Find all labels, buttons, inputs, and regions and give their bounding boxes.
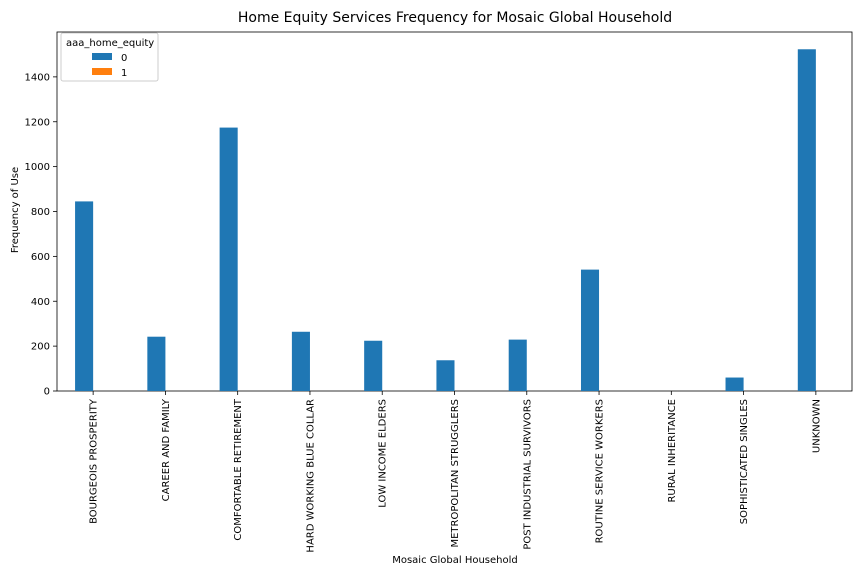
bar-series-0-5 <box>436 360 455 391</box>
bar-series-0-3 <box>291 331 310 391</box>
bars-group <box>75 49 816 392</box>
legend: aaa_home_equity 0 1 <box>60 32 159 82</box>
y-tick-label: 800 <box>31 207 50 218</box>
x-tick-label: METROPOLITAN STRUGGLERS <box>450 399 461 548</box>
x-tick-label: POST INDUSTRIAL SURVIVORS <box>522 399 533 550</box>
x-axis-label: Mosaic Global Household <box>392 555 518 566</box>
chart-title: Home Equity Services Frequency for Mosai… <box>238 10 672 26</box>
plot-area <box>56 31 853 392</box>
x-tick-label: COMFORTABLE RETIREMENT <box>233 398 244 540</box>
x-tick-label: LOW INCOME ELDERS <box>378 399 389 508</box>
bar-series-0-9 <box>725 377 744 391</box>
x-tick-label: UNKNOWN <box>811 399 822 453</box>
legend-swatch-1 <box>92 68 112 75</box>
x-tick-label: HARD WORKING BLUE COLLAR <box>305 399 316 553</box>
x-tick-label: RURAL INHERITANCE <box>667 399 678 503</box>
bar-series-0-2 <box>219 127 238 392</box>
x-tick-label: SOPHISTICATED SINGLES <box>739 399 750 524</box>
legend-title: aaa_home_equity <box>66 38 154 49</box>
x-tick-label: BOURGEOIS PROSPERITY <box>89 398 100 524</box>
y-tick-label: 1200 <box>25 117 50 128</box>
y-axis-ticks: 0 200 400 600 800 1000 1200 1400 <box>25 72 57 398</box>
bar-series-0-7 <box>580 269 600 391</box>
y-tick-label: 1400 <box>25 72 50 83</box>
axes-frame <box>56 31 853 392</box>
legend-label-1: 1 <box>121 68 127 79</box>
bar-series-0-10 <box>797 49 816 391</box>
y-tick-label: 1000 <box>25 162 50 173</box>
x-axis-ticks: BOURGEOIS PROSPERITY CAREER AND FAMILY COM… <box>89 391 822 553</box>
bar-series-0-1 <box>147 336 166 391</box>
y-tick-label: 400 <box>31 297 50 308</box>
y-axis-label: Frequency of Use <box>10 167 21 253</box>
legend-label-0: 0 <box>121 53 127 64</box>
bar-series-0-6 <box>508 339 527 391</box>
y-tick-label: 200 <box>31 342 50 353</box>
x-tick-label: CAREER AND FAMILY <box>161 398 172 501</box>
bar-series-0-0 <box>75 201 94 391</box>
legend-swatch-0 <box>92 53 112 60</box>
y-tick-label: 0 <box>44 387 50 398</box>
x-tick-label: ROUTINE SERVICE WORKERS <box>595 399 606 543</box>
y-tick-label: 600 <box>31 252 50 263</box>
bar-series-0-4 <box>364 340 383 391</box>
